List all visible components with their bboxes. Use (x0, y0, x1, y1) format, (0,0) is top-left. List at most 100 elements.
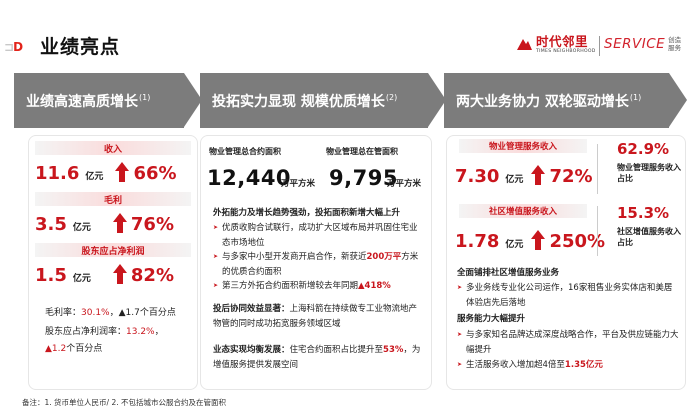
card-expansion: 物业管理总合约面积 物业管理总在管面积 12,440 万平方米 9,795 万平… (200, 135, 432, 390)
up-arrow-icon (115, 162, 130, 182)
band-footnote-ref: (1) (139, 93, 151, 102)
bullet-item: 多业务线专业化公司运作，16家租售业务实体店和美居体验店先后落地 (457, 281, 679, 310)
bullet-item: 与多家知名品牌达成深度战略合作，平台及供应链能力大幅提升 (457, 328, 679, 357)
metric-unit: 亿元 (85, 172, 104, 182)
net-margin-note: 股东应占净利润率：13.2%， (45, 324, 164, 337)
service-logo-en: SERVICE (604, 36, 666, 52)
bullet-text: 方米的优质合约面积 (222, 252, 419, 277)
metric-growth: 76% (130, 214, 174, 235)
managed-area-unit: 万平方米 (387, 179, 422, 189)
note-sep: ， (154, 327, 164, 337)
paragraph-title: 投后协同效益显著： (213, 304, 290, 314)
contract-area-value: 12,440 (207, 166, 292, 190)
up-arrow-icon (531, 165, 546, 185)
band-business: 两大业务协力 双轮驱动增长 (1) (444, 73, 687, 128)
metric-value: 1.5 (35, 265, 67, 286)
times-neighborhood-logo: 时代邻里 TIMES NEIGHBORHOOD (516, 35, 596, 59)
band-title: 两大业务协力 双轮驱动增长 (456, 93, 629, 110)
band-performance: 业绩高速高质增长 (1) (14, 73, 202, 128)
property-service-label: 物业管理服务收入 (459, 139, 587, 153)
section-title: 外拓能力及增长趋势强劲，投拓面积新增大幅上升 (213, 208, 401, 218)
note-change: ▲1.2 (45, 344, 67, 354)
bullet-item: 生活服务收入增加超4倍至1.35亿元 (457, 358, 679, 373)
metric-value: 7.30 (455, 166, 500, 187)
property-service-metric: 7.30 亿元 72% (455, 162, 593, 187)
paragraph-text: 上海科箭在持续做专工业物流地产物管的同时成功拓宽服务领域区域 (213, 304, 418, 329)
band-footnote-ref: (2) (385, 93, 398, 102)
metric-label: 毛利 (35, 192, 191, 206)
note-label: 股东应占净利润率： (45, 327, 127, 337)
bullet-highlight: 1.35亿元 (564, 360, 603, 370)
bullet-item: 优质收购合试联行，成功扩大区域布局并巩固住宅业态市场地位 (213, 221, 421, 250)
section-title: 全面铺排社区增值服务业务 (457, 268, 560, 278)
managed-area-label: 物业管理总在管面积 (326, 147, 398, 156)
up-arrow-icon (112, 264, 127, 284)
band-arrow-icon (428, 73, 446, 127)
bullet-item: 与多家中小型开发商开启合作，新获近200万平方米的优质合约面积 (213, 250, 421, 279)
band-arrow-icon (669, 73, 687, 127)
card-performance: 收入 11.6 亿元 66% 毛利 3.5 亿元 76% 股东应占净利润 1.5… (28, 135, 198, 390)
band-title: 业绩高速高质增长 (26, 93, 138, 110)
metric-growth: 72% (549, 166, 593, 187)
net-margin-change: ▲1.2个百分点 (45, 341, 102, 354)
logo-divider (599, 36, 600, 56)
contract-area-label: 物业管理总合约面积 (209, 147, 281, 156)
metric-label: 股东应占净利润 (35, 243, 191, 257)
metric-revenue: 收入 11.6 亿元 66% (35, 141, 191, 185)
bullet-text: 生活服务收入增加超4倍至 (466, 360, 565, 370)
logo-en-text: TIMES NEIGHBORHOOD (536, 49, 596, 54)
bullet-item: 第三方外拓合约面积新增较去年同期▲418% (213, 279, 421, 294)
divider (597, 206, 598, 256)
metric-unit: 亿元 (505, 175, 524, 185)
card-business: 物业管理服务收入 7.30 亿元 72% 62.9% 物业管理服务收入占比 社区… (446, 135, 686, 390)
community-service-share-label: 社区增值服务收入占比 (617, 227, 681, 247)
synergy-paragraph: 投后协同效益显著：上海科箭在持续做专工业物流地产物管的同时成功拓宽服务领域区域 (213, 302, 425, 331)
metric-growth: 82% (130, 265, 174, 286)
note-change: ，▲1.7个百分点 (109, 308, 176, 318)
paragraph-title: 业态实现均衡发展： (213, 345, 290, 355)
managed-area-value: 9,795 (329, 166, 398, 190)
note-value: 30.1% (81, 308, 110, 318)
metric-net-profit: 股东应占净利润 1.5 亿元 82% (35, 243, 191, 287)
metric-value: 11.6 (35, 163, 80, 184)
community-service-share: 15.3% (617, 204, 670, 222)
band-arrow-icon (184, 73, 202, 127)
divider (597, 144, 598, 194)
band-expansion: 投拓实力显现 规模优质增长 (2) (200, 73, 446, 128)
service-logo-cn: 创造服务 (668, 36, 682, 52)
gross-margin-note: 毛利率：30.1%，▲1.7个百分点 (45, 305, 176, 318)
metric-value: 3.5 (35, 214, 67, 235)
up-arrow-icon (531, 230, 546, 250)
paragraph-text: ，为增值服务提供发展空间 (213, 345, 421, 370)
section-title: 服务能力大幅提升 (457, 314, 526, 324)
paragraph-text: 住宅合约面积占比提升至 (289, 345, 384, 355)
metric-growth: 66% (133, 163, 177, 184)
bullet-text: 与多家中小型开发商开启合作，新获近 (222, 252, 367, 262)
band-title: 投拓实力显现 规模优质增长 (212, 93, 385, 110)
metric-value: 1.78 (455, 231, 500, 252)
footnote: 备注：1. 货币单位人民币/ 2. 不包括城市公服合约及在管面积 (22, 398, 226, 407)
note-label: 毛利率： (45, 308, 82, 318)
metric-growth: 250% (549, 231, 606, 252)
service-logo: SERVICE 创造服务 (604, 36, 682, 52)
note-unit: 个百分点 (66, 344, 103, 354)
property-service-share-label: 物业管理服务收入占比 (617, 163, 681, 183)
band-footnote-ref: (1) (629, 93, 642, 102)
metric-unit: 亿元 (72, 223, 91, 233)
note-value: 13.2% (126, 327, 155, 337)
page-title: 业绩亮点 (40, 36, 121, 58)
up-arrow-icon (112, 213, 127, 233)
section-mark-icon: ⊐D (4, 40, 23, 54)
bullet-text: 第三方外拓合约面积新增较去年同期 (222, 281, 359, 291)
balance-paragraph: 业态实现均衡发展：住宅合约面积占比提升至53%，为增值服务提供发展空间 (213, 343, 425, 372)
community-service-label: 社区增值服务收入 (459, 204, 587, 218)
logo-mark-icon (517, 39, 532, 50)
contract-area-unit: 万平方米 (281, 179, 316, 189)
metric-gross-profit: 毛利 3.5 亿元 76% (35, 192, 191, 236)
header: ⊐D 业绩亮点 时代邻里 TIMES NEIGHBORHOOD SERVICE … (0, 0, 700, 62)
bullet-highlight: 200万平 (366, 252, 402, 262)
metric-unit: 亿元 (505, 240, 524, 250)
paragraph-highlight: 53% (383, 345, 404, 355)
metric-label: 收入 (35, 141, 191, 155)
metric-unit: 亿元 (72, 274, 91, 284)
